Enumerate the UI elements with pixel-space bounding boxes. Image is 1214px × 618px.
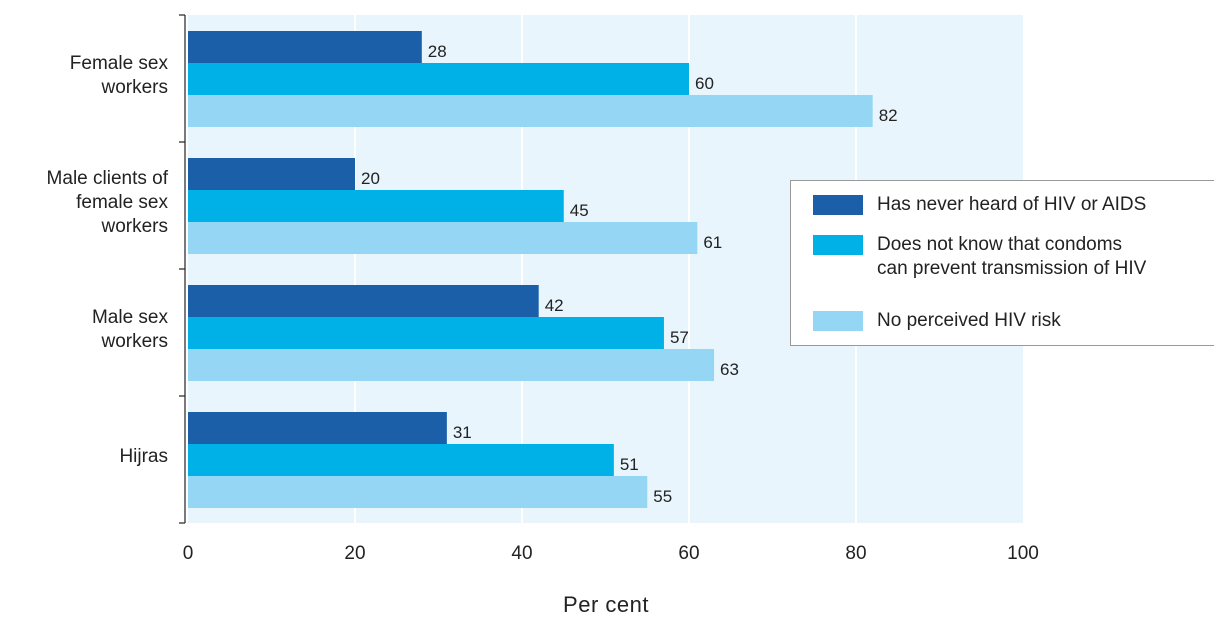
bar bbox=[188, 190, 564, 222]
data-label: 31 bbox=[452, 423, 472, 442]
legend-item: No perceived HIV risk bbox=[813, 309, 1061, 333]
x-tick-label: 40 bbox=[511, 543, 533, 564]
legend-label: No perceived HIV risk bbox=[877, 310, 1061, 331]
bar bbox=[188, 222, 698, 254]
data-label: 57 bbox=[669, 328, 689, 347]
legend-label: Does not know that condoms can prevent t… bbox=[877, 234, 1147, 279]
category-label: Male sex workers bbox=[91, 306, 168, 352]
bar bbox=[188, 158, 355, 190]
legend-swatch bbox=[813, 311, 863, 331]
data-label: 42 bbox=[544, 296, 564, 315]
data-label: 55 bbox=[653, 487, 673, 506]
data-label: 45 bbox=[569, 201, 589, 220]
legend-item: Does not know that condoms can prevent t… bbox=[813, 233, 1146, 281]
category-label: Female sex workers bbox=[69, 52, 168, 98]
bar bbox=[188, 349, 715, 381]
bar bbox=[188, 317, 664, 349]
data-label: 51 bbox=[619, 455, 639, 474]
legend-label: Has never heard of HIV or AIDS bbox=[877, 194, 1147, 215]
bar bbox=[188, 285, 539, 317]
x-axis-label-text: Per cent bbox=[563, 592, 649, 617]
x-tick-label: 20 bbox=[344, 543, 366, 564]
category-label: Hijras bbox=[119, 445, 168, 467]
data-label: 82 bbox=[878, 106, 898, 125]
legend: Has never heard of HIV or AIDS Does not k… bbox=[790, 180, 1214, 346]
x-axis-label: Per cent bbox=[0, 592, 1214, 618]
bar bbox=[188, 476, 648, 508]
data-label: 61 bbox=[703, 233, 723, 252]
bar bbox=[188, 444, 614, 476]
x-tick-label: 0 bbox=[182, 543, 194, 564]
bar bbox=[188, 63, 689, 95]
data-label: 28 bbox=[427, 42, 447, 61]
x-tick-label: 60 bbox=[678, 543, 700, 564]
bar bbox=[188, 412, 447, 444]
category-label: Male clients of female sex workers bbox=[46, 167, 168, 237]
bar bbox=[188, 95, 873, 127]
x-tick-label: 100 bbox=[1007, 543, 1039, 564]
bar bbox=[188, 31, 422, 63]
legend-swatch bbox=[813, 195, 863, 215]
data-label: 20 bbox=[361, 169, 380, 188]
data-label: 60 bbox=[695, 74, 714, 93]
data-label: 63 bbox=[720, 360, 739, 379]
legend-item: Has never heard of HIV or AIDS bbox=[813, 193, 1146, 217]
legend-swatch bbox=[813, 235, 863, 255]
x-tick-label: 80 bbox=[845, 543, 867, 564]
